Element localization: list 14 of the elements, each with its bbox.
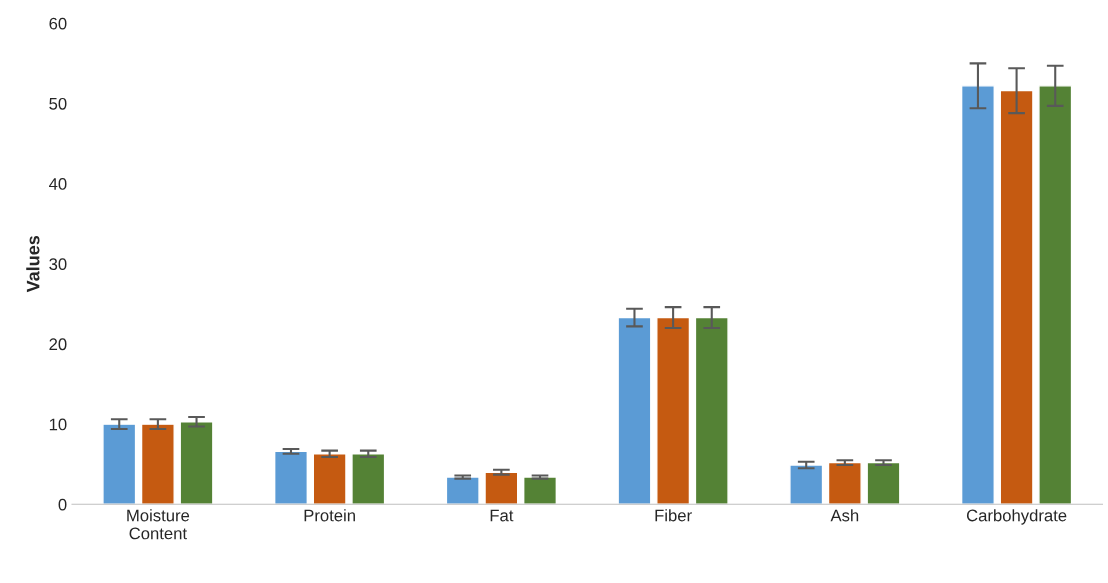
y-axis-title: Values (26, 235, 40, 293)
y-tick-label: 40 (49, 178, 67, 190)
x-tick-label: Fiber (655, 509, 692, 522)
x-tick-label: Carbohydrate (966, 509, 1067, 525)
y-tick-label: 20 (49, 338, 67, 351)
y-tick-label: 30 (49, 258, 67, 271)
x-tick-label: Fat (490, 509, 514, 522)
y-tick-label: 50 (49, 97, 67, 110)
x-tick-label: Moisture Content (127, 509, 190, 540)
y-tick-label: 10 (49, 418, 67, 431)
y-tick-label: 60 (49, 17, 67, 30)
x-tick-label: Protein (304, 509, 355, 522)
x-tick-label: Ash (830, 509, 859, 522)
y-tick-label: 0 (58, 498, 67, 511)
